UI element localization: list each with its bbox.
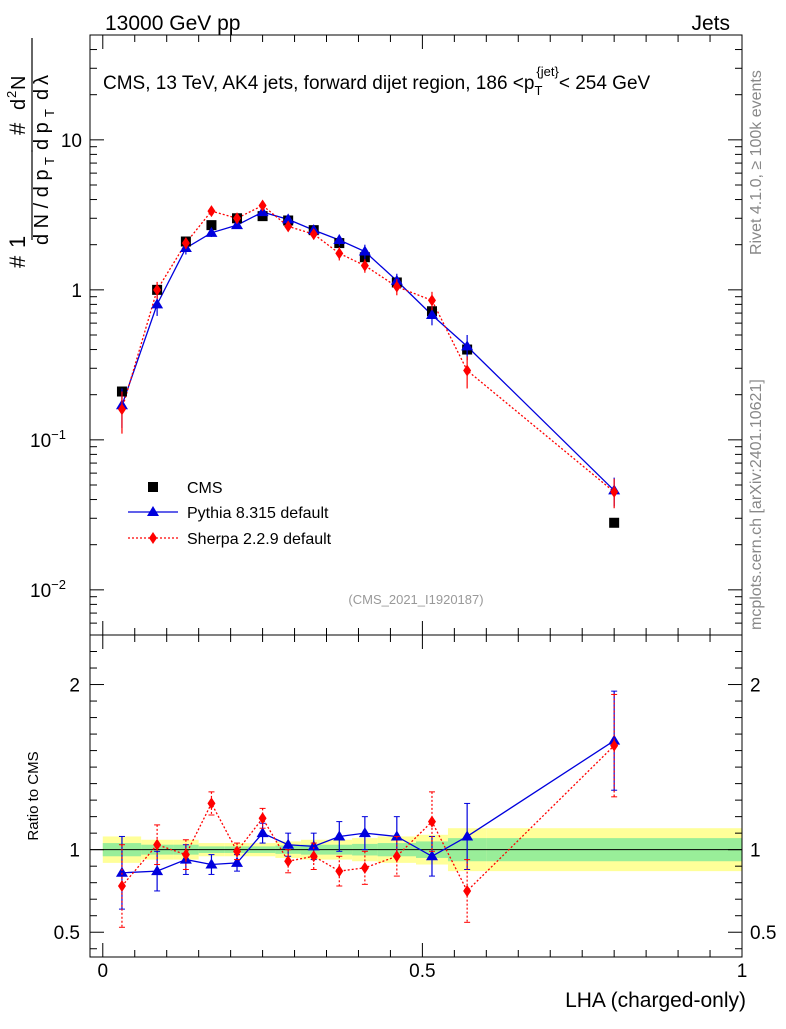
sherpa-ratio-point xyxy=(258,812,267,825)
sherpa-data-point xyxy=(284,220,293,233)
pythia-ratio-point xyxy=(282,838,295,849)
ratio-panel: 0.5 0.51 12 20 0.5 1 Ratio to CMS xyxy=(25,634,776,982)
sherpa-ratio-point xyxy=(117,879,126,892)
sherpa-ratio-point xyxy=(153,838,162,851)
pythia-ratio-point xyxy=(461,830,474,841)
pythia-ratio-point xyxy=(333,830,346,841)
sherpa-ratio-point xyxy=(181,848,190,861)
y-tick-label: 10−1 xyxy=(30,427,66,452)
sherpa-data-point xyxy=(181,237,190,250)
pythia-ratio-point xyxy=(205,858,218,869)
ratio-y-tick-label-left: 2 xyxy=(69,676,80,697)
cms-data-point xyxy=(257,211,268,222)
svg-text:N: N xyxy=(8,76,30,90)
pythia-ratio-point xyxy=(358,827,371,838)
svg-text:T: T xyxy=(42,157,57,165)
pythia-ratio-line xyxy=(121,740,615,874)
pythia-data-point xyxy=(461,340,474,351)
sherpa-data-point xyxy=(463,364,472,377)
pythia-ratio-point xyxy=(307,840,320,851)
svg-text:T: T xyxy=(42,109,57,117)
pythia-ratio-point xyxy=(390,830,403,841)
sherpa-ratio-point xyxy=(207,797,216,810)
sherpa-ratio-point xyxy=(335,865,344,878)
svg-text:2: 2 xyxy=(4,91,19,98)
svg-text:d N / d p: d N / d p xyxy=(31,169,53,245)
pythia-data-point xyxy=(151,298,164,309)
sherpa-ratio-point xyxy=(233,845,242,858)
svg-text:1: 1 xyxy=(5,236,30,248)
pythia-ratio-point xyxy=(151,865,164,876)
pythia-data-point xyxy=(358,245,371,256)
legend: CMS Pythia 8.315 default Sherpa 2.2.9 de… xyxy=(128,480,332,548)
ratio-y-tick-label-left: 1 xyxy=(69,841,80,862)
pythia-ratio-point xyxy=(231,856,244,867)
sherpa-ratio-point xyxy=(309,850,318,863)
svg-text:#: # xyxy=(5,122,30,135)
pythia-ratio-point xyxy=(425,850,438,861)
sherpa-line xyxy=(121,204,615,493)
sherpa-ratio-point xyxy=(284,855,293,868)
sherpa-ratio-point xyxy=(427,815,436,828)
sherpa-data-point xyxy=(117,403,126,416)
sherpa-data-point xyxy=(610,485,619,498)
sherpa-data-point xyxy=(335,247,344,260)
y-tick-label: 10 xyxy=(61,131,82,152)
legend-label-sherpa: Sherpa 2.2.9 default xyxy=(187,531,332,548)
sherpa-ratio-point xyxy=(392,850,401,863)
svg-text:d: d xyxy=(8,99,30,110)
sherpa-data-point xyxy=(360,259,369,272)
sherpa-data-point xyxy=(258,199,267,212)
legend-marker-sherpa xyxy=(149,532,157,544)
sherpa-ratio-point xyxy=(463,884,472,897)
plot-title: CMS, 13 TeV, AK4 jets, forward dijet reg… xyxy=(103,64,651,98)
rivet-version-label: Rivet 4.1.0, ≥ 100k events xyxy=(748,70,765,255)
pythia-ratio-point xyxy=(115,866,128,877)
x-tick-label: 0.5 xyxy=(409,961,435,982)
ratio-y-tick-label-left: 0.5 xyxy=(54,923,80,944)
x-tick-label: 1 xyxy=(737,961,748,982)
ratio-y-tick-label-right: 2 xyxy=(750,676,761,697)
svg-text:d p: d p xyxy=(31,122,53,150)
ratio-y-tick-label-right: 1 xyxy=(750,841,761,862)
cms-data-point xyxy=(609,517,620,528)
svg-text:λ: λ xyxy=(31,75,53,85)
sherpa-data-point xyxy=(427,294,436,307)
main-y-axis-label: # 1 d N / d p T # d 2 N d p T d λ xyxy=(4,38,57,268)
pythia-data-point xyxy=(333,233,346,244)
sherpa-data-point xyxy=(392,280,401,293)
x-tick-label: 0 xyxy=(97,961,108,982)
x-axis-label: LHA (charged-only) xyxy=(565,989,746,1012)
sherpa-data-point xyxy=(309,228,318,241)
cms-data-point xyxy=(206,220,217,231)
svg-text:#: # xyxy=(5,255,30,268)
legend-label-cms: CMS xyxy=(187,480,223,497)
pythia-data-point xyxy=(425,308,438,319)
legend-marker-cms xyxy=(148,482,158,492)
y-tick-label: 10−2 xyxy=(30,577,66,602)
svg-text:d: d xyxy=(31,89,53,100)
header-left: 13000 GeV pp xyxy=(105,12,240,35)
sherpa-ratio-line xyxy=(121,745,615,893)
pythia-data-point xyxy=(205,226,218,237)
ratio-y-axis-label: Ratio to CMS xyxy=(25,751,42,840)
watermark: (CMS_2021_I1920187) xyxy=(348,592,483,607)
y-tick-label: 1 xyxy=(71,281,82,302)
sherpa-ratio-point xyxy=(360,861,369,874)
pythia-ratio-point xyxy=(256,827,269,838)
header-right: Jets xyxy=(691,12,730,35)
sherpa-data-point xyxy=(153,283,162,296)
ratio-y-tick-label-right: 0.5 xyxy=(750,923,776,944)
pythia-data-point xyxy=(282,213,295,224)
sherpa-data-point xyxy=(233,212,242,225)
legend-marker-pythia xyxy=(147,506,159,516)
sherpa-data-point xyxy=(207,205,216,218)
main-panel: 10−2 10−1 1 10 CMS, 13 TeV, AK4 jets, forwa… xyxy=(4,34,743,636)
legend-label-pythia: Pythia 8.315 default xyxy=(187,505,329,522)
sherpa-ratio-point xyxy=(610,739,619,752)
mcplots-label: mcplots.cern.ch [arXiv:2401.10621] xyxy=(748,379,765,630)
